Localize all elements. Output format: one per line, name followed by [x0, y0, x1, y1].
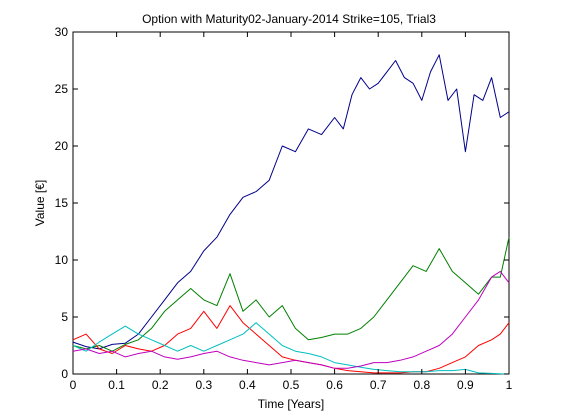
y-tick-label: 5	[61, 310, 68, 324]
x-tick-label: 0.7	[370, 378, 387, 392]
x-tick-label: 0.9	[457, 378, 474, 392]
x-tick-label: 0.2	[152, 378, 169, 392]
x-tick-label: 0.4	[239, 378, 256, 392]
y-tick-label: 0	[61, 367, 68, 381]
series-line-2	[72, 237, 510, 352]
x-tick-label: 0.3	[195, 378, 212, 392]
x-tick-label: 0	[70, 378, 77, 392]
y-axis-ticks: 0 5 10 15 20 25 30	[55, 25, 509, 381]
plot-area: 0 0.1 0.2 0.3 0.4 0.5 0.6 0.7 0.8 0.9 1 0 5 10 15 20 25…	[55, 25, 513, 392]
x-axis-title: Time [Years]	[258, 397, 324, 411]
x-tick-label: 1	[506, 378, 513, 392]
x-tick-label: 0.8	[413, 378, 430, 392]
axes-box	[72, 31, 510, 375]
chart-title: Option with Maturity02-January-2014 Stri…	[142, 12, 436, 26]
x-tick-label: 0.5	[283, 378, 300, 392]
x-axis-ticks: 0 0.1 0.2 0.3 0.4 0.5 0.6 0.7 0.8 0.9 1	[70, 32, 513, 392]
series-line-5	[72, 270, 510, 369]
x-tick-label: 0.1	[108, 378, 125, 392]
x-tick-label: 0.6	[326, 378, 343, 392]
y-tick-label: 25	[55, 82, 69, 96]
y-tick-label: 20	[55, 139, 69, 153]
y-tick-label: 15	[55, 196, 69, 210]
y-tick-label: 30	[55, 25, 69, 39]
series-line-1	[72, 54, 510, 350]
y-tick-label: 10	[55, 253, 69, 267]
series-layer	[72, 54, 510, 375]
series-line-4	[72, 322, 510, 375]
y-axis-title: Value [€]	[33, 180, 47, 226]
